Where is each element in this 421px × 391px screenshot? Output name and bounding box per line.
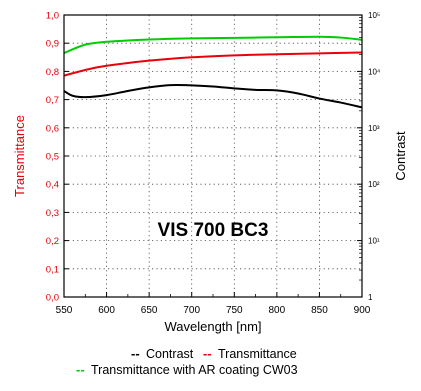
y-right-tick-label: 1 bbox=[368, 293, 373, 302]
y-left-tick-label: 1,0 bbox=[46, 11, 59, 22]
y-left-tick-label: 0,2 bbox=[46, 236, 59, 247]
legend-swatch: -- bbox=[131, 346, 140, 361]
legend-item: -- Transmittance bbox=[203, 346, 297, 361]
y-left-tick-label: 0,8 bbox=[46, 67, 59, 78]
x-tick-label: 800 bbox=[269, 305, 286, 316]
y-right-tick-label: 10³ bbox=[368, 124, 380, 133]
y-left-tick-label: 0,5 bbox=[46, 152, 59, 163]
legend: -- Contrast -- Transmittance -- Transmittance… bbox=[76, 346, 298, 377]
legend-label: Transmittance bbox=[218, 347, 297, 361]
y-right-tick-label: 10⁵ bbox=[368, 11, 380, 20]
x-tick-label: 750 bbox=[226, 305, 243, 316]
x-tick-label: 700 bbox=[183, 305, 200, 316]
y-left-tick-label: 0,9 bbox=[46, 39, 59, 50]
y-axis-right-label: Contrast bbox=[393, 131, 408, 181]
x-tick-label: 600 bbox=[98, 305, 115, 316]
chart-annotation: VIS 700 BC3 bbox=[158, 220, 269, 241]
y-right-tick-label: 10¹ bbox=[368, 237, 380, 246]
y-left-tick-label: 0,6 bbox=[46, 123, 59, 134]
y-left-tick-label: 0,0 bbox=[46, 293, 59, 304]
y-left-tick-label: 0,4 bbox=[46, 180, 59, 191]
x-tick-label: 900 bbox=[354, 305, 371, 316]
legend-label: Transmittance with AR coating CW03 bbox=[91, 363, 298, 377]
y-left-tick-label: 0,1 bbox=[46, 264, 59, 275]
y-axis-left-label: Transmittance bbox=[12, 115, 27, 197]
y-left-tick-label: 0,7 bbox=[46, 95, 59, 106]
y-right-tick-label: 10² bbox=[368, 180, 380, 189]
legend-swatch: -- bbox=[76, 362, 85, 377]
legend-item: -- Transmittance with AR coating CW03 bbox=[76, 362, 298, 377]
series-line-transmittance-with-ar-coating-cw03 bbox=[63, 35, 363, 54]
x-tick-label: 850 bbox=[311, 305, 328, 316]
legend-item: -- Contrast bbox=[131, 346, 194, 361]
legend-label: Contrast bbox=[146, 347, 194, 361]
y-left-tick-label: 0,3 bbox=[46, 208, 59, 219]
y-right-tick-label: 10⁴ bbox=[368, 67, 381, 76]
series-line-contrast bbox=[63, 84, 363, 109]
legend-swatch: -- bbox=[203, 346, 212, 361]
x-axis-label: Wavelength [nm] bbox=[164, 319, 261, 334]
x-tick-label: 550 bbox=[56, 305, 73, 316]
series-line-transmittance bbox=[63, 51, 363, 77]
x-tick-label: 650 bbox=[141, 305, 158, 316]
